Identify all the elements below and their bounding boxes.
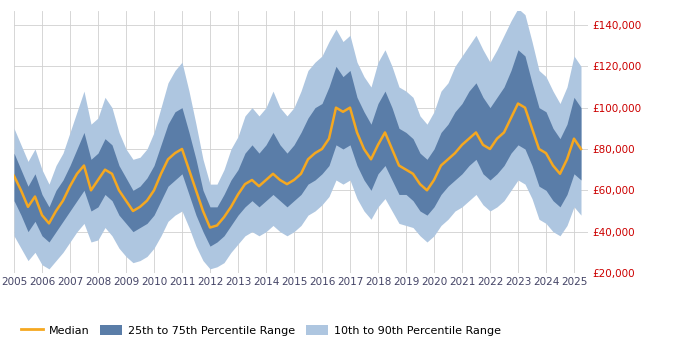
Legend: Median, 25th to 75th Percentile Range, 10th to 90th Percentile Range: Median, 25th to 75th Percentile Range, 1… [16,321,505,340]
